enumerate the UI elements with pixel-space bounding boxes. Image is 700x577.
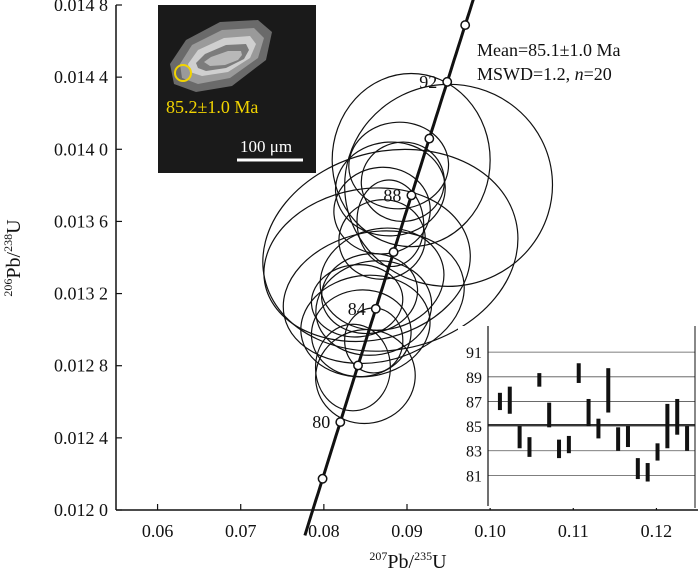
inset-error-bars <box>497 363 690 482</box>
inset-error-bar <box>507 386 512 414</box>
concordia-age-marker <box>406 190 417 201</box>
concordia-age-label: 80 <box>312 412 330 432</box>
concordia-curve: 80 84 88 92 <box>303 0 475 536</box>
y-tick-label: 0.012 4 <box>54 428 108 448</box>
x-tick-label: 0.10 <box>474 521 506 541</box>
mswd-label: MSWD=1.2, n=20 <box>477 64 612 84</box>
concordia-age-marker <box>388 247 399 258</box>
concordia-age-marker <box>317 473 328 484</box>
inset-error-bar <box>655 443 660 461</box>
inset-error-bar <box>497 392 502 411</box>
inset-grid <box>488 351 695 476</box>
y-tick-label: 0.014 8 <box>54 0 108 15</box>
x-tick-label: 0.08 <box>308 521 340 541</box>
cl-age-label: 85.2±1.0 Ma <box>166 97 258 117</box>
weighted-mean-inset: 81 83 85 87 89 91 <box>458 326 696 508</box>
inset-tick-labels: 81 83 85 87 89 91 <box>466 345 482 485</box>
error-ellipse <box>338 199 426 280</box>
error-ellipse <box>263 187 471 343</box>
error-ellipse <box>333 166 431 255</box>
x-ticks: 0.06 0.07 0.08 0.09 0.10 0.11 0.12 <box>142 504 672 541</box>
inset-error-bar <box>547 402 552 428</box>
inset-tick-label: 83 <box>466 444 482 461</box>
concordia-age-marker <box>335 417 346 428</box>
y-tick-label: 0.013 6 <box>54 211 108 231</box>
inset-error-bar <box>675 398 680 435</box>
inset-error-bar <box>645 463 650 482</box>
inset-error-bar <box>616 427 621 451</box>
inset-error-bar <box>557 439 562 459</box>
scale-bar-label: 100 μm <box>240 137 292 156</box>
concordia-age-label: 88 <box>383 185 401 205</box>
inset-error-bar <box>665 403 670 449</box>
concordia-age-marker <box>370 303 381 314</box>
error-ellipse <box>315 328 416 425</box>
analysis-spot-marker <box>174 64 192 82</box>
error-ellipse <box>310 264 404 338</box>
y-tick-label: 0.012 0 <box>54 500 108 520</box>
error-ellipse <box>348 121 450 210</box>
error-ellipse <box>262 148 519 352</box>
inset-error-bar <box>635 458 640 480</box>
mean-age-label: Mean=85.1±1.0 Ma <box>477 40 621 60</box>
concordia-age-marker <box>353 360 363 371</box>
error-ellipse <box>360 141 445 223</box>
zircon-grain-image <box>170 20 272 92</box>
inset-error-bar <box>685 426 690 451</box>
y-tick-label: 0.012 8 <box>54 356 108 376</box>
concordia-age-label: 92 <box>419 72 437 92</box>
inset-background <box>458 326 695 508</box>
error-ellipse <box>356 179 425 268</box>
inset-tick-label: 91 <box>466 345 482 362</box>
inset-error-bar <box>517 426 522 449</box>
cl-image-panel: 85.2±1.0 Ma 100 μm <box>158 5 316 173</box>
y-tick-label: 0.014 4 <box>54 67 108 87</box>
y-tick-label: 0.014 0 <box>54 139 108 159</box>
x-tick-label: 0.07 <box>225 521 257 541</box>
inset-tick-label: 85 <box>466 419 482 436</box>
error-ellipse <box>334 141 446 237</box>
x-tick-label: 0.11 <box>558 521 589 541</box>
concordia-age-marker <box>442 76 453 87</box>
error-ellipse <box>331 72 491 248</box>
error-ellipse <box>344 83 554 287</box>
concordia-line <box>303 0 475 536</box>
inset-error-bar <box>606 368 611 413</box>
inset-tick-label: 81 <box>466 468 482 485</box>
x-tick-label: 0.09 <box>391 521 423 541</box>
inset-tick-label: 89 <box>466 370 482 387</box>
inset-error-bar <box>586 398 591 427</box>
concordia-age-label: 84 <box>348 299 366 319</box>
inset-error-bar <box>576 363 581 383</box>
error-ellipses <box>262 72 554 425</box>
inset-error-bar <box>625 426 630 448</box>
concordia-age-marker <box>460 20 471 31</box>
inset-tick-label: 87 <box>466 394 482 411</box>
x-axis-title: 207Pb/235U <box>369 549 447 573</box>
error-ellipse <box>300 274 431 378</box>
y-axis-title: 206Pb/238U <box>1 219 25 297</box>
concordia-age-marker <box>424 133 435 144</box>
inset-error-bar <box>537 373 542 387</box>
y-tick-label: 0.013 2 <box>54 284 108 304</box>
inset-error-bar <box>596 418 601 439</box>
error-ellipse <box>310 289 412 378</box>
inset-error-bar <box>527 437 532 457</box>
x-tick-label: 0.06 <box>142 521 174 541</box>
y-ticks: 0.012 0 0.012 4 0.012 8 0.013 2 0.013 6 0.014… <box>54 0 122 520</box>
x-tick-label: 0.12 <box>641 521 673 541</box>
inset-error-bar <box>566 435 571 454</box>
